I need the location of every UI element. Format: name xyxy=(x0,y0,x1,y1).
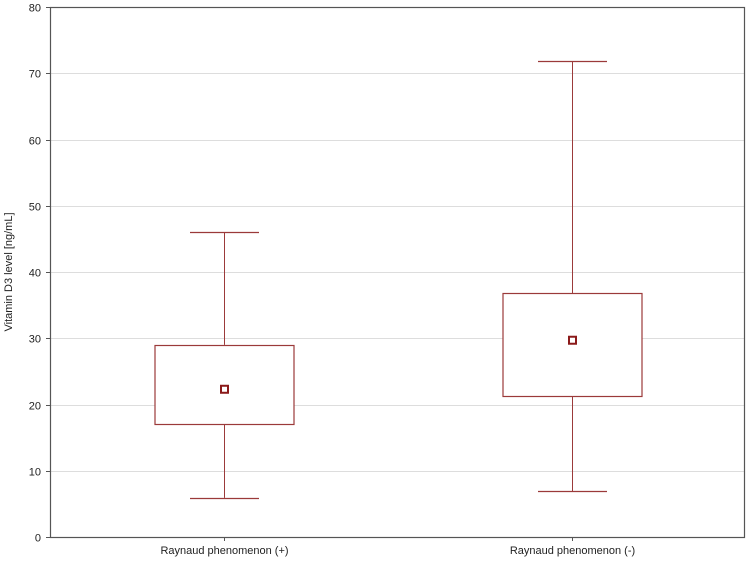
y-axis: 0 10 20 30 40 50 60 70 80 xyxy=(29,3,50,545)
y-tick-label: 0 xyxy=(35,533,41,545)
y-tick-label: 30 xyxy=(29,334,41,346)
center-marker xyxy=(220,384,229,394)
y-tick-label: 40 xyxy=(29,268,41,280)
y-tick-label: 70 xyxy=(29,69,41,81)
y-tick-label: 20 xyxy=(29,401,41,413)
y-tick-label: 80 xyxy=(29,3,41,15)
center-marker xyxy=(568,335,577,345)
y-tick-label: 60 xyxy=(29,136,41,148)
plot-frame xyxy=(49,6,746,539)
y-tick-label: 10 xyxy=(29,467,41,479)
box-group xyxy=(502,60,643,493)
box-group xyxy=(154,231,295,500)
x-category-label: Raynaud phenomenon (+) xyxy=(160,545,288,557)
y-tick-label: 50 xyxy=(29,202,41,214)
y-axis-title: Vitamin D3 level [ng/mL] xyxy=(3,212,15,331)
x-axis: Raynaud phenomenon (+) Raynaud phenomenon… xyxy=(160,537,635,557)
gridlines xyxy=(50,73,744,472)
box xyxy=(502,292,643,398)
x-category-label: Raynaud phenomenon (-) xyxy=(510,545,635,557)
boxes xyxy=(154,60,643,500)
